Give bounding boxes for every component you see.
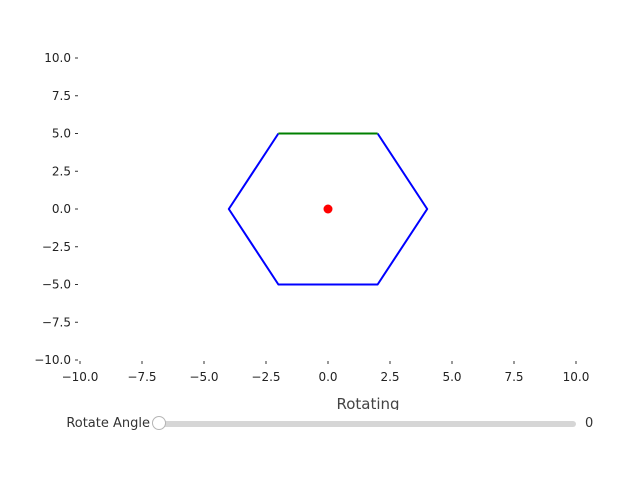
- x-tick-label: −5.0: [189, 370, 218, 384]
- rotating-hexagon-chart: 10.07.55.02.50.0−2.5−5.0−7.5−10.0 −10.0−…: [34, 51, 590, 410]
- x-tick-label: 5.0: [442, 370, 461, 384]
- chart-series: [227, 132, 429, 286]
- x-tick-label: −2.5: [251, 370, 280, 384]
- y-axis-ticks: 10.0 7.5 5.0 2.5 0.0 −2.5 −5.0 −7.5 −10.0: [34, 51, 78, 367]
- y-tick-label: −5.0: [42, 278, 71, 292]
- rotate-angle-slider-row: Rotate Angle 0: [0, 414, 640, 436]
- slider-handle[interactable]: [152, 416, 166, 430]
- slider-track[interactable]: [160, 421, 576, 427]
- slider-label: Rotate Angle: [66, 416, 150, 431]
- y-tick-label: 2.5: [52, 164, 71, 178]
- y-tick-label: 5.0: [52, 127, 71, 141]
- y-tick-label: 7.5: [52, 89, 71, 103]
- x-tick-label: 2.5: [380, 370, 399, 384]
- x-tick-label: 0.0: [318, 370, 337, 384]
- y-tick-label: 0.0: [52, 202, 71, 216]
- x-tick-label: 7.5: [504, 370, 523, 384]
- x-axis-ticks: −10.0 −7.5 −5.0 −2.5 0.0 2.5 5.0 7.5 10.0: [62, 361, 590, 384]
- x-tick-label: −7.5: [127, 370, 156, 384]
- slider-value: 0: [585, 416, 594, 431]
- y-tick-label: −2.5: [42, 240, 71, 254]
- hexagon-outline: [227, 132, 429, 286]
- y-tick-label: 10.0: [44, 51, 71, 65]
- x-tick-label: 10.0: [563, 370, 590, 384]
- y-tick-label: −7.5: [42, 315, 71, 329]
- y-tick-label: −10.0: [34, 353, 71, 367]
- x-axis-label: Rotating: [336, 395, 399, 410]
- x-tick-label: −10.0: [62, 370, 99, 384]
- center-point: [323, 204, 333, 214]
